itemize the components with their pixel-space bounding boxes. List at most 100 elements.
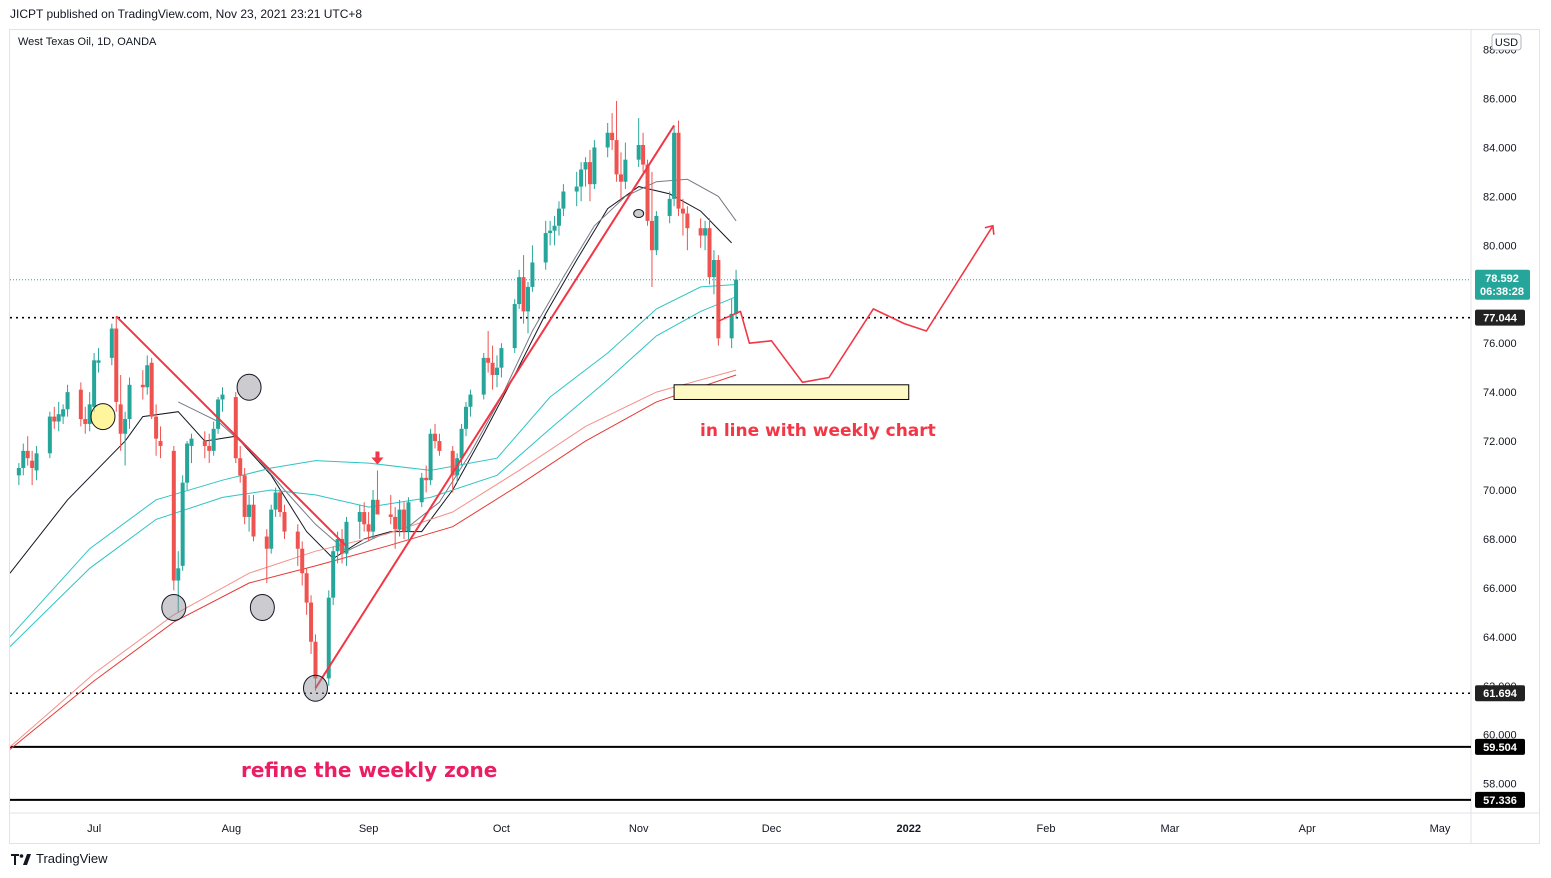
candle-body-59 (375, 499, 380, 515)
trendline-1 (314, 124, 675, 689)
candle-body-101 (641, 145, 646, 165)
time-tick: May (1430, 823, 1451, 835)
level-badge-text-3: 57.336 (1483, 795, 1517, 807)
candle-body-41 (269, 509, 274, 549)
candle-body-30 (202, 441, 207, 446)
candle-body-43 (278, 492, 283, 513)
candle-body-27 (180, 482, 185, 566)
candle-body-53 (340, 538, 345, 554)
marker-circle-0 (90, 403, 116, 431)
trendline-0 (115, 315, 348, 547)
price-tick: 64.000 (1483, 632, 1517, 644)
candle-body-36 (238, 458, 243, 476)
ema-line-4 (10, 369, 737, 748)
projection-path (718, 225, 994, 384)
candle-body-87 (552, 225, 557, 231)
time-tick: 2022 (896, 823, 920, 835)
moving-averages (10, 178, 737, 750)
time-tick: Jul (87, 823, 101, 835)
candle-body-67 (428, 433, 433, 481)
candle-body-90 (574, 186, 579, 192)
price-tick: 82.000 (1483, 191, 1517, 203)
currency-badge[interactable]: USD (1491, 33, 1522, 51)
candle-body-2 (25, 450, 30, 459)
candle-body-103 (649, 220, 654, 251)
candle-body-109 (685, 213, 690, 229)
candle-body-61 (393, 516, 398, 530)
candle-body-114 (716, 260, 721, 339)
time-tick: Nov (629, 823, 649, 835)
candle-body-105 (667, 198, 672, 216)
footer-brand: TradingView (36, 851, 108, 866)
price-tick: 84.000 (1483, 142, 1517, 154)
candle-body-29 (189, 438, 194, 446)
candle-body-11 (83, 419, 88, 424)
drawings (90, 124, 995, 702)
candle-body-72 (459, 428, 464, 459)
candle-body-46 (300, 548, 305, 574)
candle-body-10 (78, 389, 83, 420)
candle-body-79 (499, 348, 504, 368)
time-axis[interactable]: Jul Aug Sep Oct Nov Dec 2022 Feb Mar Apr May (87, 823, 1451, 835)
price-tick: 66.000 (1483, 583, 1517, 595)
candle-body-17 (118, 404, 123, 434)
candle-body-73 (464, 406, 469, 429)
candle-body-3 (30, 460, 35, 468)
candle-body-75 (481, 357, 486, 395)
marker-circle-4 (302, 674, 328, 702)
time-tick: Feb (1036, 823, 1055, 835)
horizontal-levels (10, 279, 1471, 801)
candle-body-42 (273, 492, 278, 510)
candle-body-7 (56, 414, 61, 422)
candle-body-25 (171, 450, 176, 581)
candle-body-22 (149, 362, 154, 417)
target-zone (673, 384, 910, 400)
candle-body-111 (703, 228, 708, 236)
last-price-text: 78.592 (1485, 273, 1519, 285)
marker-circle-3 (249, 593, 275, 621)
candle-body-16 (114, 328, 119, 402)
candle-body-33 (216, 399, 221, 429)
candle-body-28 (185, 443, 190, 483)
candle-body-100 (636, 145, 641, 160)
level-badge-3 (1475, 791, 1525, 808)
level-badge-0 (1475, 309, 1525, 326)
candle-body-13 (92, 360, 97, 407)
price-tick: 76.000 (1483, 338, 1517, 350)
candle-body-93 (587, 162, 592, 185)
currency-label: USD (1495, 37, 1518, 49)
candle-body-55 (357, 512, 362, 522)
price-tick: 58.000 (1483, 779, 1517, 791)
candle-body-102 (645, 164, 650, 221)
tradingview-logo-icon (11, 853, 31, 865)
chart-frame[interactable] (9, 29, 1540, 844)
candle-body-48 (309, 602, 314, 642)
candle-body-38 (247, 504, 252, 517)
candle-body-1 (21, 450, 26, 468)
candle-body-60 (388, 514, 393, 517)
footer[interactable]: TradingView (10, 851, 108, 866)
candle-body-0 (16, 467, 21, 476)
candle-body-20 (140, 384, 145, 388)
candle-body-113 (711, 260, 716, 278)
candle-body-45 (295, 531, 300, 549)
projection-arrowhead (984, 224, 995, 235)
candle-body-76 (486, 357, 491, 363)
ema-line-1 (177, 178, 737, 552)
candles (16, 100, 739, 691)
candle-body-65 (419, 477, 424, 503)
candle-body-69 (437, 441, 442, 451)
publisher-line: JICPT published on TradingView.com, Nov … (10, 7, 363, 21)
price-tick: 74.000 (1483, 387, 1517, 399)
candle-body-88 (556, 208, 561, 226)
last-price-badge (1475, 269, 1530, 300)
candle-body-39 (251, 504, 256, 537)
zone-rect (673, 384, 910, 400)
candle-body-92 (583, 162, 588, 170)
price-tick: 60.000 (1483, 730, 1517, 742)
candle-body-40 (264, 536, 269, 549)
candle-body-57 (366, 524, 371, 532)
price-axis[interactable]: 88.00086.00084.00082.00080.00078.00076.0… (1483, 45, 1517, 791)
candle-body-12 (87, 404, 92, 424)
